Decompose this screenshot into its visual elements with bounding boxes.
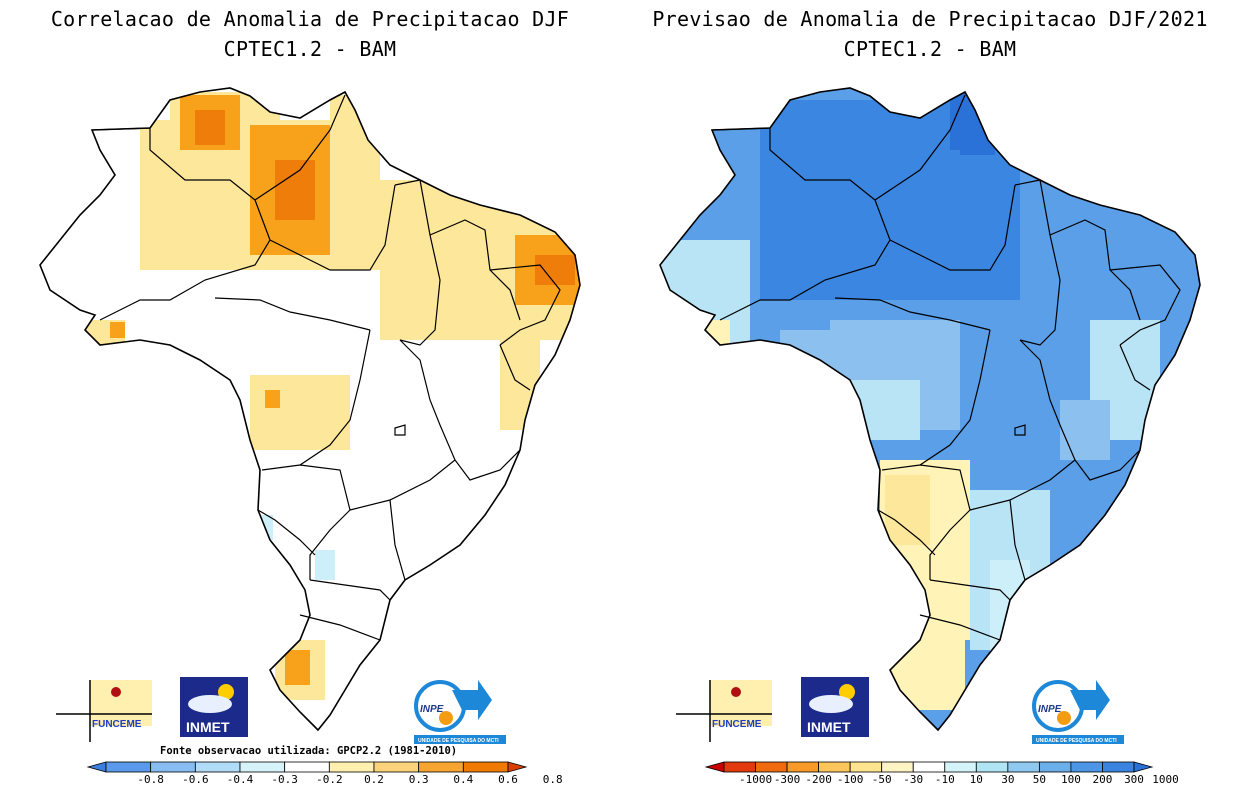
colorbar-segment bbox=[1133, 761, 1154, 773]
colorbar-segment bbox=[328, 761, 375, 773]
cloud-icon bbox=[809, 695, 853, 713]
colorbar-tick-label: -0.3 bbox=[271, 773, 298, 786]
data-source-note: Fonte observacao utilizada: GPCP2.2 (198… bbox=[160, 745, 458, 757]
left-title-line2: CPTEC1.2 - BAM bbox=[223, 37, 397, 61]
colorbar-tick-label: -1000 bbox=[739, 773, 772, 786]
colorbar-tick-label: 100 bbox=[1061, 773, 1081, 786]
cloud-icon bbox=[188, 695, 232, 713]
left-state-borders bbox=[39, 87, 581, 731]
sun-icon bbox=[839, 684, 855, 700]
colorbar-segment bbox=[944, 761, 977, 773]
right-forecast-map bbox=[659, 87, 1201, 731]
colorbar-segment bbox=[723, 761, 756, 773]
colorbar-tick-label: -0.4 bbox=[227, 773, 254, 786]
colorbar-tick-label: 0.3 bbox=[409, 773, 429, 786]
colorbar-tick-label: 50 bbox=[1033, 773, 1046, 786]
colorbar-segment bbox=[1102, 761, 1135, 773]
left-map-title: Correlacao de Anomalia de Precipitacao D… bbox=[0, 4, 620, 64]
colorbar-tick-label: -30 bbox=[903, 773, 923, 786]
colorbar-tick-label: 200 bbox=[1093, 773, 1113, 786]
colorbar-tick-label: 30 bbox=[1001, 773, 1014, 786]
colorbar-segment bbox=[418, 761, 464, 773]
colorbar-tick-label: 0.8 bbox=[543, 773, 563, 786]
right-title-line2: CPTEC1.2 - BAM bbox=[843, 37, 1017, 61]
colorbar-segment bbox=[1007, 761, 1040, 773]
colorbar-tick-label: -0.8 bbox=[137, 773, 164, 786]
colorbar-tick-label: 0.6 bbox=[498, 773, 518, 786]
right-title-line1: Previsao de Anomalia de Precipitacao DJF… bbox=[652, 7, 1208, 31]
left-colorbar: -0.8 -0.6 -0.4 -0.3 -0.2 0.2 0.3 0.4 0.6 0.8 bbox=[86, 761, 563, 786]
colorbar-tick-label: 300 bbox=[1124, 773, 1144, 786]
colorbar-tick-label: 1000 bbox=[1152, 773, 1179, 786]
inpe-logo-left: INPE UNIDADE DE PESQUISA DO MCTI bbox=[414, 680, 506, 744]
inmet-logo-left: INMET bbox=[180, 677, 248, 737]
colorbar-tick-label: 0.2 bbox=[364, 773, 384, 786]
inmet-label-left: INMET bbox=[186, 719, 230, 735]
funceme-dot-icon bbox=[731, 687, 741, 697]
colorbar-segment bbox=[1070, 761, 1103, 773]
colorbar-segment bbox=[150, 761, 196, 773]
colorbar-segment bbox=[507, 761, 528, 773]
sun-icon bbox=[218, 684, 234, 700]
colorbar-segment bbox=[462, 761, 509, 773]
colorbar-segment bbox=[86, 761, 107, 773]
colorbar-segment bbox=[786, 761, 820, 773]
colorbar-segment bbox=[818, 761, 851, 773]
colorbar-segment bbox=[373, 761, 420, 773]
colorbar-tick-label: -200 bbox=[805, 773, 832, 786]
colorbar-tick-label: -10 bbox=[935, 773, 955, 786]
inpe-label-left: INPE bbox=[420, 704, 444, 715]
funceme-label-right: FUNCEME bbox=[712, 719, 762, 730]
inmet-label-right: INMET bbox=[807, 719, 851, 735]
funceme-dot-icon bbox=[111, 687, 121, 697]
left-anomaly-fill bbox=[85, 92, 580, 700]
colorbar-tick-label: -0.2 bbox=[316, 773, 343, 786]
colorbar-tick-label: 0.4 bbox=[453, 773, 473, 786]
inpe-arrow-icon bbox=[1070, 680, 1110, 720]
right-map-title: Previsao de Anomalia de Precipitacao DJF… bbox=[620, 4, 1240, 64]
colorbar-tick-label: 10 bbox=[970, 773, 983, 786]
colorbar-segment bbox=[105, 761, 152, 773]
inmet-logo-right: INMET bbox=[801, 677, 869, 737]
colorbar-segment bbox=[194, 761, 241, 773]
colorbar-segment bbox=[239, 761, 286, 773]
colorbar-segment bbox=[912, 761, 946, 773]
colorbar-segment bbox=[284, 761, 330, 773]
left-title-line1: Correlacao de Anomalia de Precipitacao D… bbox=[50, 7, 570, 31]
funceme-logo-left: FUNCEME bbox=[56, 680, 152, 742]
colorbar-segment bbox=[849, 761, 883, 773]
inpe-arrow-icon bbox=[452, 680, 492, 720]
colorbar-segment bbox=[704, 761, 725, 773]
colorbar-tick-label: -300 bbox=[774, 773, 801, 786]
colorbar-segment bbox=[881, 761, 914, 773]
left-correlation-map bbox=[39, 87, 581, 731]
inpe-caption-right: UNIDADE DE PESQUISA DO MCTI bbox=[1036, 738, 1117, 744]
inpe-logo-right: INPE UNIDADE DE PESQUISA DO MCTI bbox=[1032, 680, 1124, 744]
colorbar-segment bbox=[975, 761, 1009, 773]
colorbar-segment bbox=[755, 761, 788, 773]
colorbar-tick-label: -100 bbox=[837, 773, 864, 786]
colorbar-tick-label: -0.6 bbox=[182, 773, 209, 786]
funceme-label-left: FUNCEME bbox=[92, 719, 142, 730]
colorbar-segment bbox=[1038, 761, 1072, 773]
funceme-logo-right: FUNCEME bbox=[676, 680, 772, 742]
inpe-label-right: INPE bbox=[1038, 704, 1062, 715]
inpe-caption-left: UNIDADE DE PESQUISA DO MCTI bbox=[418, 738, 499, 744]
colorbar-tick-label: -50 bbox=[872, 773, 892, 786]
right-colorbar: -1000 -300 -200 -100 -50 -30 -10 10 30 50 100 200 30… bbox=[704, 761, 1179, 786]
right-state-borders bbox=[659, 87, 1201, 731]
